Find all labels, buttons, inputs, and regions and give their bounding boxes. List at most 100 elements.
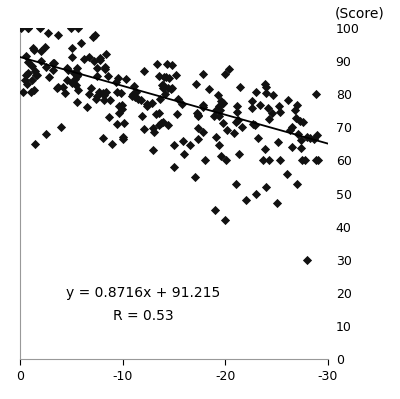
Point: [33, 72, 39, 78]
Point: [68, 44, 75, 51]
Point: [38, 48, 44, 55]
Point: [150, 147, 157, 154]
Point: [160, 119, 167, 125]
Point: [300, 119, 306, 125]
Point: [175, 96, 182, 102]
Point: [51, 60, 57, 66]
Point: [294, 180, 300, 187]
Point: [274, 200, 280, 207]
Point: [30, 44, 36, 51]
Point: [69, 79, 76, 86]
Point: [260, 157, 266, 163]
Point: [165, 75, 172, 81]
Point: [116, 103, 122, 110]
Point: [302, 157, 308, 164]
Point: [22, 77, 28, 83]
Point: [156, 96, 163, 102]
Point: [193, 81, 199, 87]
Point: [102, 66, 108, 72]
Point: [226, 65, 232, 72]
Point: [212, 207, 218, 213]
Point: [295, 130, 302, 137]
Point: [265, 105, 271, 112]
Point: [266, 157, 272, 164]
Point: [86, 91, 92, 97]
Point: [64, 76, 70, 83]
Point: [25, 69, 32, 76]
Point: [109, 141, 116, 147]
Point: [285, 97, 292, 103]
Point: [28, 77, 35, 83]
Point: [25, 59, 31, 65]
Point: [168, 85, 175, 91]
Point: [314, 157, 321, 164]
Point: [250, 120, 256, 127]
Point: [162, 91, 169, 98]
Text: R = 0.53: R = 0.53: [113, 309, 174, 323]
Point: [276, 109, 283, 115]
Point: [262, 81, 268, 87]
Point: [55, 32, 62, 38]
Point: [216, 103, 222, 109]
Point: [156, 73, 162, 79]
Point: [163, 61, 170, 67]
Point: [249, 98, 256, 104]
Point: [156, 122, 162, 128]
Point: [96, 57, 103, 64]
Point: [90, 34, 96, 41]
Point: [158, 120, 164, 126]
Point: [102, 63, 108, 70]
Point: [248, 105, 255, 111]
Point: [221, 71, 228, 77]
Point: [202, 157, 208, 164]
Point: [46, 74, 52, 81]
Point: [313, 157, 319, 164]
Point: [263, 89, 270, 96]
Point: [168, 86, 175, 92]
Point: [263, 184, 270, 190]
Point: [114, 89, 120, 95]
Point: [304, 134, 310, 140]
Text: y = 0.8716x + 91.215: y = 0.8716x + 91.215: [66, 286, 220, 300]
Point: [252, 122, 258, 128]
Point: [64, 65, 71, 71]
Point: [253, 190, 259, 197]
Point: [218, 98, 224, 105]
Point: [119, 101, 125, 108]
Point: [123, 75, 129, 82]
Point: [50, 67, 57, 73]
Point: [292, 107, 298, 114]
Point: [97, 54, 103, 61]
Point: [84, 104, 90, 110]
Point: [294, 102, 300, 109]
Point: [288, 144, 295, 150]
Point: [43, 63, 50, 70]
Point: [28, 89, 34, 95]
Point: [120, 134, 126, 140]
Point: [161, 73, 167, 80]
Point: [18, 25, 24, 31]
Point: [141, 67, 148, 74]
Point: [269, 110, 275, 117]
Point: [33, 72, 40, 78]
Point: [160, 85, 166, 91]
Point: [181, 150, 188, 157]
Point: [74, 65, 80, 72]
Point: [171, 142, 178, 148]
Point: [45, 30, 52, 36]
Point: [287, 127, 294, 133]
Point: [71, 70, 77, 77]
Point: [215, 91, 221, 98]
Point: [215, 113, 222, 119]
Point: [85, 54, 92, 60]
Point: [25, 25, 31, 31]
Point: [232, 180, 239, 187]
Point: [144, 103, 150, 109]
Point: [144, 101, 151, 107]
Point: [65, 66, 71, 73]
Point: [23, 53, 29, 59]
Point: [37, 57, 44, 64]
Point: [239, 124, 245, 130]
Point: [263, 83, 269, 90]
Point: [129, 93, 135, 99]
